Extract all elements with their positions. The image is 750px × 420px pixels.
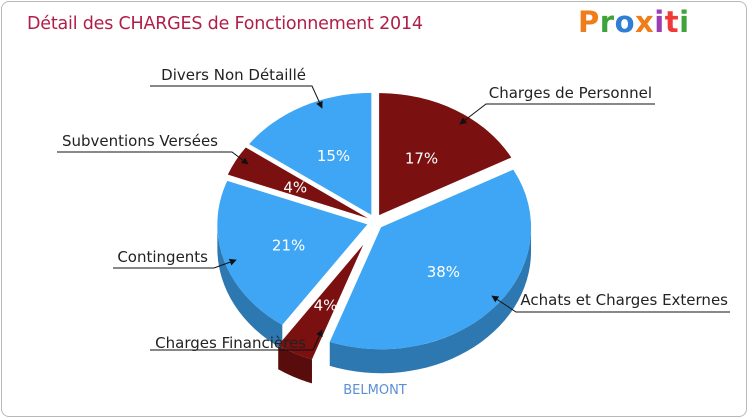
slice-percent-label: 21% <box>272 236 305 254</box>
logo-letter: P <box>578 5 600 39</box>
pie-slice[interactable] <box>329 169 532 350</box>
pie-slice-side <box>278 345 312 384</box>
leader-line <box>113 258 237 269</box>
logo-letter: x <box>635 5 655 39</box>
logo-letter: o <box>614 5 636 39</box>
leader-line <box>150 85 323 109</box>
slice-category-label: Charges de Personnel <box>489 84 652 102</box>
pie-slice[interactable] <box>249 92 372 215</box>
pie-slice-side <box>329 227 532 374</box>
chart-title: Détail des CHARGES de Fonctionnement 201… <box>27 14 423 34</box>
slice-category-label: Charges Financières <box>155 334 306 352</box>
pie-slice[interactable] <box>379 93 512 216</box>
pie-slice[interactable] <box>227 147 368 219</box>
logo-letter: i <box>654 5 665 39</box>
proxiti-logo[interactable]: Proxiti <box>578 5 690 39</box>
slice-percent-label: 4% <box>314 296 338 314</box>
pie-slice[interactable] <box>217 180 368 325</box>
leader-line <box>491 295 730 313</box>
slice-percent-label: 38% <box>427 263 460 281</box>
logo-letter: r <box>599 5 615 39</box>
pie-slice-side <box>217 224 283 349</box>
chart-caption: BELMONT <box>343 383 407 398</box>
pie-slice[interactable] <box>278 244 364 360</box>
slice-category-label: Achats et Charges Externes <box>520 291 728 309</box>
logo-letter: i <box>679 5 690 39</box>
leader-line <box>150 329 323 351</box>
slice-percent-label: 17% <box>405 150 438 168</box>
slice-category-label: Contingents <box>117 248 208 266</box>
logo-letter: t <box>664 5 680 39</box>
slice-category-label: Divers Non Détaillé <box>161 66 306 84</box>
slice-percent-label: 4% <box>283 179 307 197</box>
leader-line <box>459 103 655 125</box>
leader-line <box>57 151 249 165</box>
slice-category-label: Subventions Versées <box>62 132 218 150</box>
slice-percent-label: 15% <box>317 147 350 165</box>
